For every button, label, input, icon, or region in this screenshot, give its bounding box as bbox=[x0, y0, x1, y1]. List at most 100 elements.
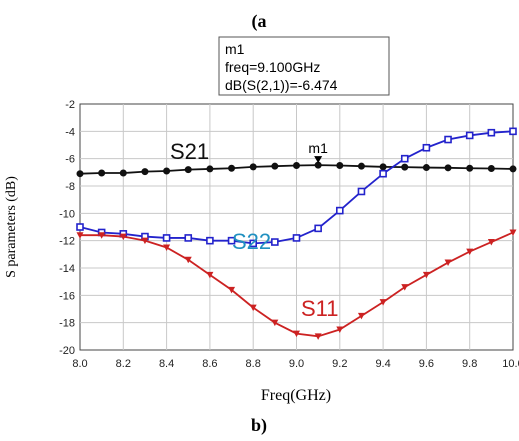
x-axis-label: Freq(GHz) bbox=[261, 387, 331, 404]
x-tick-label: 10.0 bbox=[502, 358, 519, 370]
series-point-s11 bbox=[357, 312, 365, 320]
series-point-s11 bbox=[271, 319, 279, 327]
series-point-s22 bbox=[335, 206, 344, 215]
series-point-s11 bbox=[466, 248, 474, 256]
series-s21 bbox=[76, 161, 517, 178]
series-point-s21 bbox=[401, 163, 409, 171]
series-point-s11 bbox=[249, 304, 257, 312]
series-point-s22 bbox=[400, 154, 409, 163]
series-point-s22 bbox=[422, 143, 431, 152]
x-tick-label: 9.8 bbox=[462, 358, 477, 370]
marker-m1-arrow-icon bbox=[314, 156, 323, 164]
series-point-s11 bbox=[228, 286, 236, 294]
y-tick-label: -16 bbox=[59, 290, 75, 302]
series-point-s21 bbox=[293, 162, 300, 169]
series-layer bbox=[76, 127, 517, 340]
marker-readout-line-3: dB(S(2,1))=-6.474 bbox=[225, 77, 338, 93]
x-tick-label: 9.4 bbox=[375, 358, 390, 370]
series-point-s22 bbox=[206, 236, 214, 245]
y-tick-label: -6 bbox=[65, 154, 75, 166]
marker-m1-label: m1 bbox=[308, 140, 328, 156]
series-point-s22 bbox=[357, 187, 366, 196]
chart-title: (a bbox=[252, 11, 267, 32]
series-point-s21 bbox=[444, 164, 452, 172]
series-point-s22 bbox=[292, 234, 301, 242]
series-point-s11 bbox=[98, 232, 106, 239]
series-point-s11 bbox=[509, 229, 517, 236]
series-point-s21 bbox=[379, 163, 387, 171]
series-point-s21 bbox=[271, 162, 279, 170]
marker-readout-box: m1 freq=9.100GHz dB(S(2,1))=-6.474 bbox=[218, 36, 390, 96]
x-tick-label: 8.8 bbox=[246, 358, 261, 370]
marker-m1: m1 bbox=[308, 140, 328, 164]
series-point-s21 bbox=[357, 162, 365, 170]
series-point-s21 bbox=[141, 168, 149, 176]
series-point-s21 bbox=[119, 169, 127, 177]
series-point-s11 bbox=[401, 284, 409, 291]
y-tick-label: -20 bbox=[59, 345, 75, 357]
series-point-s21 bbox=[206, 165, 214, 173]
y-tick-label: -8 bbox=[65, 181, 75, 193]
x-tick-label: 9.0 bbox=[289, 358, 304, 370]
x-tick-label: 8.4 bbox=[159, 358, 174, 370]
series-point-s21 bbox=[184, 166, 192, 174]
series-point-s22 bbox=[509, 127, 517, 136]
y-tick-label: -18 bbox=[59, 318, 75, 330]
series-s11 bbox=[76, 229, 517, 340]
marker-readout-frame bbox=[218, 36, 390, 96]
series-label-s22: S22 bbox=[232, 229, 271, 254]
series-point-s22 bbox=[184, 234, 193, 242]
series-point-s22 bbox=[314, 224, 322, 233]
series-point-s22 bbox=[487, 128, 496, 137]
tick-labels: 8.0 8.2 8.4 8.6 8.8 9.0 9.2 9.4 9.6 9.8 10.0 -2 -4 -6… bbox=[59, 99, 519, 370]
marker-readout-line-2: freq=9.100GHz bbox=[225, 59, 320, 75]
x-tick-label: 9.2 bbox=[332, 358, 347, 370]
series-point-s21 bbox=[487, 165, 495, 173]
series-point-s21 bbox=[163, 167, 171, 175]
series-point-s11 bbox=[293, 330, 300, 338]
series-point-s11 bbox=[487, 239, 495, 246]
series-point-s21 bbox=[422, 164, 430, 172]
series-point-s21 bbox=[336, 162, 344, 169]
y-tick-label: -2 bbox=[65, 99, 75, 111]
series-point-s22 bbox=[249, 239, 257, 248]
series-point-s22 bbox=[162, 234, 171, 242]
figure-caption: b) bbox=[251, 415, 267, 436]
series-point-s11 bbox=[76, 232, 84, 239]
y-tick-label: -14 bbox=[59, 263, 75, 275]
series-point-s22 bbox=[271, 238, 279, 246]
series-point-s11 bbox=[336, 326, 344, 333]
series-point-s11 bbox=[184, 256, 192, 264]
series-point-s21 bbox=[76, 170, 84, 178]
x-tick-label: 9.6 bbox=[419, 358, 434, 370]
series-point-s11 bbox=[119, 233, 127, 241]
series-point-s21 bbox=[509, 165, 517, 173]
series-point-s21 bbox=[98, 169, 106, 177]
series-label-s11: S11 bbox=[301, 296, 339, 321]
x-tick-label: 8.6 bbox=[202, 358, 217, 370]
x-tick-label: 8.0 bbox=[72, 358, 87, 370]
series-point-s21 bbox=[249, 163, 257, 171]
series-s22 bbox=[76, 127, 517, 248]
series-point-s11 bbox=[444, 259, 452, 267]
series-point-s11 bbox=[141, 237, 149, 245]
series-point-s11 bbox=[379, 299, 387, 306]
y-tick-label: -4 bbox=[65, 126, 75, 138]
series-point-s21 bbox=[228, 164, 236, 172]
series-point-s11 bbox=[314, 333, 322, 340]
y-axis-label: S parameters (dB) bbox=[4, 176, 19, 278]
y-tick-label: -10 bbox=[59, 208, 75, 220]
series-point-s22 bbox=[379, 169, 387, 178]
series-point-s22 bbox=[76, 223, 84, 231]
series-point-s22 bbox=[444, 135, 452, 144]
series-point-s22 bbox=[465, 131, 474, 140]
series-point-s11 bbox=[163, 244, 171, 251]
series-point-s11 bbox=[422, 271, 430, 279]
series-point-s22 bbox=[227, 236, 236, 245]
series-point-s21 bbox=[466, 164, 474, 172]
marker-readout-line-1: m1 bbox=[225, 41, 245, 57]
y-tick-label: -12 bbox=[59, 236, 75, 248]
series-label-s21: S21 bbox=[170, 139, 209, 164]
x-tick-label: 8.2 bbox=[116, 358, 131, 370]
